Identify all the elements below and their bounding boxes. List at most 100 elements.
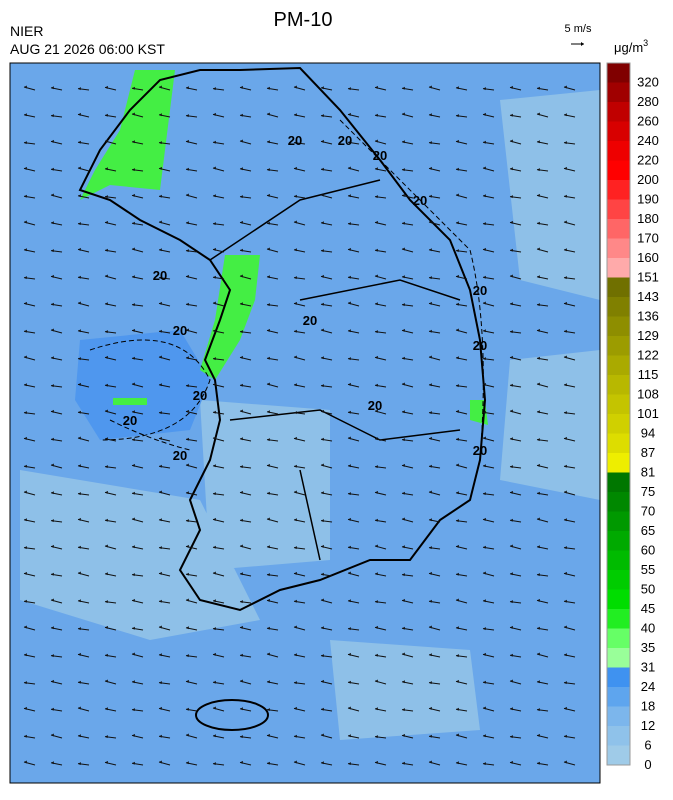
wind-arrow-head bbox=[51, 519, 54, 523]
colorbar-label: 40 bbox=[641, 621, 655, 636]
wind-arrow-head bbox=[24, 248, 27, 252]
wind-arrow-head bbox=[510, 167, 513, 171]
colorbar-label: 50 bbox=[641, 582, 655, 597]
wind-arrow-head bbox=[240, 653, 243, 657]
wind-arrow-head bbox=[186, 274, 189, 278]
wind-arrow-head bbox=[294, 194, 297, 198]
wind-arrow-head bbox=[402, 221, 405, 225]
datetime: AUG 21 2026 06:00 KST bbox=[10, 41, 165, 57]
wind-arrow-head bbox=[159, 760, 162, 764]
colorbar-segment bbox=[607, 472, 630, 492]
wind-arrow-head bbox=[240, 409, 243, 413]
wind-arrow-head bbox=[267, 193, 270, 197]
wind-arrow-head bbox=[159, 518, 162, 522]
wind-arrow-head bbox=[564, 653, 567, 657]
wind-arrow-head bbox=[429, 85, 432, 89]
wind-arrow-head bbox=[483, 706, 486, 710]
wind-arrow-head bbox=[186, 384, 189, 388]
wind-arrow-head bbox=[186, 733, 189, 737]
colorbar-segment bbox=[607, 355, 630, 375]
wind-arrow-head bbox=[51, 733, 54, 737]
wind-arrow-head bbox=[105, 139, 108, 143]
wind-arrow-head bbox=[267, 598, 270, 602]
wind-arrow-head bbox=[267, 517, 270, 521]
wind-arrow-head bbox=[321, 167, 324, 171]
wind-arrow-head bbox=[483, 194, 486, 198]
colorbar-segment bbox=[607, 258, 630, 278]
wind-arrow-head bbox=[456, 679, 459, 683]
wind-arrow-head bbox=[78, 627, 81, 631]
unit-base: μg/m bbox=[614, 40, 643, 55]
wind-arrow-head bbox=[321, 437, 324, 441]
wind-arrow-head bbox=[456, 328, 459, 332]
wind-arrow-head bbox=[51, 598, 54, 602]
wind-arrow-head bbox=[24, 734, 27, 738]
wind-arrow-head bbox=[51, 384, 54, 388]
wind-arrow-head bbox=[348, 517, 351, 521]
wind-arrow-head bbox=[321, 139, 324, 143]
wind-arrow-head bbox=[537, 761, 540, 765]
wind-arrow-head bbox=[564, 734, 567, 738]
wind-arrow-head bbox=[240, 679, 243, 683]
wind-arrow-head bbox=[105, 625, 108, 629]
wind-arrow-head bbox=[159, 546, 162, 550]
colorbar-segment bbox=[607, 375, 630, 395]
wind-arrow-head bbox=[240, 572, 243, 576]
wind-arrow-head bbox=[321, 114, 324, 118]
colorbar-label: 6 bbox=[644, 738, 651, 753]
colorbar-segment bbox=[607, 316, 630, 336]
wind-arrow-head bbox=[105, 735, 108, 739]
colorbar-label: 122 bbox=[637, 348, 659, 363]
wind-arrow-head bbox=[429, 436, 432, 440]
wind-arrow-head bbox=[51, 409, 54, 413]
wind-arrow-head bbox=[429, 141, 432, 145]
wind-arrow-head bbox=[132, 733, 135, 737]
wind-arrow-head bbox=[24, 113, 27, 117]
wind-scale-label: 5 m/s bbox=[565, 23, 592, 35]
wind-arrow-head bbox=[186, 598, 189, 602]
wind-arrow-head bbox=[159, 625, 162, 629]
wind-arrow-head bbox=[510, 139, 513, 143]
wind-arrow-head bbox=[51, 114, 54, 118]
wind-arrow-head bbox=[267, 708, 270, 712]
colorbar-label: 136 bbox=[637, 309, 659, 324]
colorbar-segment bbox=[607, 570, 630, 590]
colorbar-segment bbox=[607, 63, 630, 83]
wind-arrow-head bbox=[375, 760, 378, 764]
wind-arrow-head bbox=[186, 249, 189, 253]
wind-arrow-head bbox=[294, 166, 297, 170]
colorbar-segment bbox=[607, 297, 630, 317]
wind-arrow-head bbox=[159, 490, 162, 494]
wind-arrow-head bbox=[105, 760, 108, 764]
colorbar-segment bbox=[607, 394, 630, 414]
wind-arrow-head bbox=[483, 492, 486, 496]
wind-arrow-head bbox=[213, 706, 216, 710]
colorbar-segment bbox=[607, 550, 630, 570]
wind-arrow-head bbox=[51, 437, 54, 441]
wind-arrow-head bbox=[483, 166, 486, 170]
wind-arrow-head bbox=[375, 490, 378, 494]
wind-arrow-head bbox=[132, 303, 135, 307]
wind-arrow-head bbox=[159, 248, 162, 252]
wind-arrow-head bbox=[213, 436, 216, 440]
wind-arrow-head bbox=[402, 382, 405, 386]
wind-arrow-head bbox=[402, 761, 405, 765]
wind-arrow-head bbox=[375, 220, 378, 224]
wind-arrow-head bbox=[267, 140, 270, 144]
unit: μg/m3 bbox=[614, 38, 648, 55]
wind-arrow-head bbox=[564, 518, 567, 522]
wind-arrow-head bbox=[483, 410, 486, 414]
wind-arrow-head bbox=[429, 166, 432, 170]
wind-arrow-head bbox=[51, 274, 54, 278]
wind-arrow-head bbox=[294, 706, 297, 710]
wind-arrow-head bbox=[24, 85, 27, 89]
wind-arrow-head bbox=[240, 113, 243, 117]
wind-arrow-head bbox=[429, 411, 432, 415]
wind-arrow-head bbox=[456, 437, 459, 441]
wind-arrow-head bbox=[510, 600, 513, 604]
wind-arrow-head bbox=[159, 436, 162, 440]
wind-arrow-head bbox=[78, 680, 81, 684]
colorbar-segment bbox=[607, 628, 630, 648]
wind-arrow-head bbox=[105, 274, 108, 278]
wind-arrow-head bbox=[375, 195, 378, 199]
